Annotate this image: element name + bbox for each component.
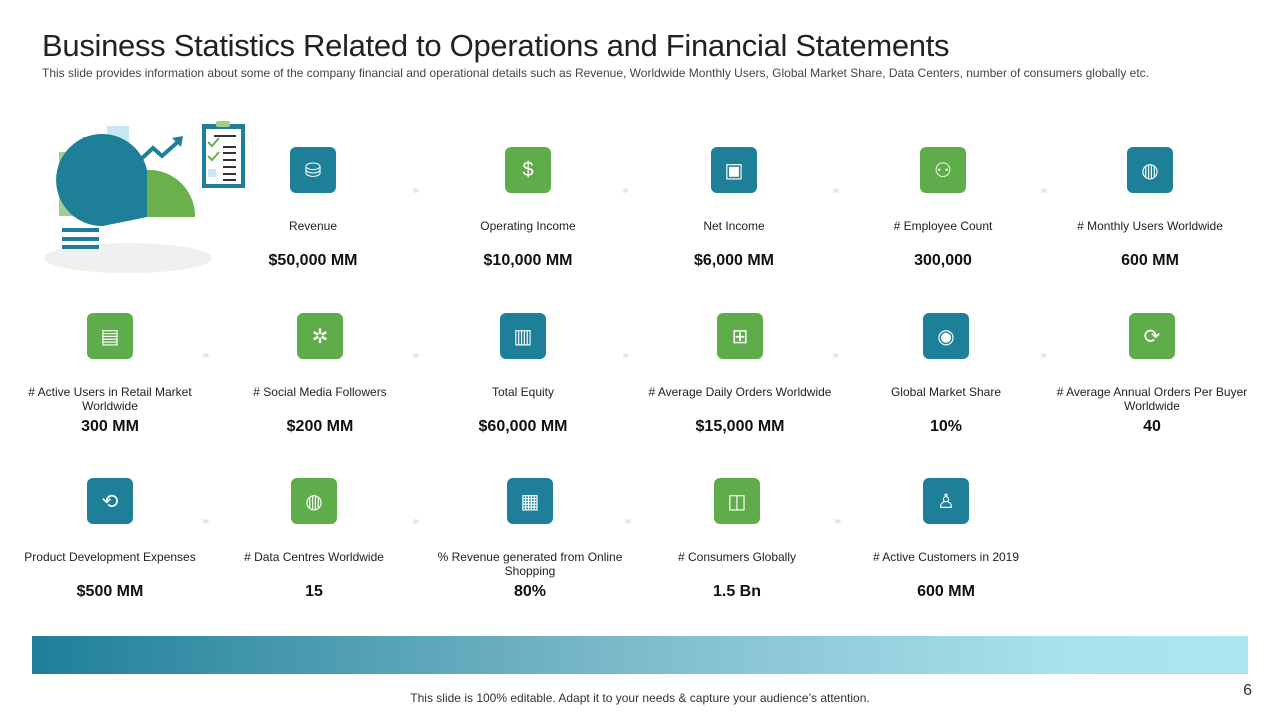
stat-label: # Average Daily Orders Worldwide: [648, 385, 832, 399]
people-icon: ⚇: [920, 147, 966, 193]
chevrons-icon: ››››: [412, 516, 419, 527]
chevrons-icon: ››››: [622, 350, 629, 361]
stat-value: 600 MM: [917, 583, 975, 600]
stat-value: 300 MM: [81, 418, 139, 435]
stat-label: % Revenue generated from Online Shopping: [437, 550, 623, 578]
network-icon: ✲: [297, 313, 343, 359]
stat-card: ⛁ Revenue $50,000 MM: [213, 147, 413, 270]
stat-label: # Employee Count: [893, 219, 993, 233]
stat-value: $500 MM: [76, 583, 144, 600]
globe-dollar-icon: ◉: [923, 313, 969, 359]
stat-value: $60,000 MM: [478, 418, 568, 435]
stat-card: ✲ # Social Media Followers $200 MM: [220, 313, 420, 436]
stat-value: 80%: [513, 583, 547, 600]
chevrons-icon: ››››: [832, 185, 839, 196]
stat-card: ⚇ # Employee Count 300,000: [843, 147, 1043, 270]
chevrons-icon: ››››: [1040, 185, 1047, 196]
chevrons-icon: ››››: [412, 350, 419, 361]
chevrons-icon: ››››: [412, 185, 419, 196]
stat-value: $10,000 MM: [483, 252, 573, 269]
chevrons-icon: ››››: [622, 185, 629, 196]
page-title: Business Statistics Related to Operation…: [42, 28, 950, 63]
chevrons-icon: ››››: [624, 516, 631, 527]
stat-value: $50,000 MM: [268, 252, 358, 269]
page-subtitle: This slide provides information about so…: [42, 66, 1149, 80]
product-cycle-icon: ⟲: [87, 478, 133, 524]
page-number: 6: [1243, 682, 1252, 699]
stat-value: $15,000 MM: [695, 418, 785, 435]
stat-card: ◍ # Data Centres Worldwide 15: [214, 478, 414, 601]
stat-card: ◍ # Monthly Users Worldwide 600 MM: [1050, 147, 1250, 270]
stat-label: Revenue: [288, 219, 338, 233]
stat-card: ◉ Global Market Share 10%: [846, 313, 1046, 436]
stat-label: Net Income: [703, 219, 765, 233]
customer-icon: ♙: [923, 478, 969, 524]
stat-card: ◫ # Consumers Globally 1.5 Bn: [637, 478, 837, 601]
business-illustration: [44, 121, 245, 273]
chevrons-icon: ››››: [1040, 350, 1047, 361]
money-hand-icon: $: [505, 147, 551, 193]
stat-label: # Active Users in Retail Market Worldwid…: [28, 385, 192, 413]
stat-label: Global Market Share: [890, 385, 1002, 399]
stat-value: 600 MM: [1121, 252, 1179, 269]
stat-card: ▥ Total Equity $60,000 MM: [423, 313, 623, 436]
stat-label: # Social Media Followers: [253, 385, 387, 399]
stat-card: ⟳ # Average Annual Orders Per Buyer World…: [1052, 313, 1252, 436]
browser-cart-icon: ▦: [507, 478, 553, 524]
cycle-icon: ⟳: [1129, 313, 1175, 359]
stat-label: Product Development Expenses: [24, 550, 196, 564]
stat-value: $200 MM: [286, 418, 354, 435]
stat-label: # Monthly Users Worldwide: [1077, 219, 1223, 233]
gradient-banner: [32, 636, 1248, 674]
wallet-icon: ▣: [711, 147, 757, 193]
stat-value: 300,000: [914, 252, 972, 269]
data-centre-icon: ◍: [291, 478, 337, 524]
stat-value: 1.5 Bn: [712, 583, 761, 600]
stat-card: ⟲ Product Development Expenses $500 MM: [10, 478, 210, 601]
stat-value: 10%: [929, 418, 963, 435]
stat-card: ▦ % Revenue generated from Online Shoppin…: [430, 478, 630, 601]
chevrons-icon: ››››: [202, 516, 209, 527]
stat-label: # Consumers Globally: [677, 550, 797, 564]
stat-card: ⊞ # Average Daily Orders Worldwide $15,000…: [640, 313, 840, 436]
chart-icon: ▥: [500, 313, 546, 359]
stat-label: # Active Customers in 2019: [872, 550, 1020, 564]
chevrons-icon: ››››: [832, 350, 839, 361]
footer-note: This slide is 100% editable. Adapt it to…: [410, 691, 870, 705]
stat-value: $6,000 MM: [693, 252, 775, 269]
stat-label: Operating Income: [480, 219, 576, 233]
stat-value: 15: [305, 583, 323, 600]
stat-label: # Data Centres Worldwide: [244, 550, 384, 564]
stat-card: ▤ # Active Users in Retail Market Worldwi…: [10, 313, 210, 436]
retail-icon: ▤: [87, 313, 133, 359]
stat-card: ♙ # Active Customers in 2019 600 MM: [846, 478, 1046, 601]
stat-label: # Average Annual Orders Per Buyer Worldw…: [1056, 385, 1248, 413]
shopping-bag-icon: ◫: [714, 478, 760, 524]
chevrons-icon: ››››: [834, 516, 841, 527]
stat-card: ▣ Net Income $6,000 MM: [634, 147, 834, 270]
stat-value: 40: [1143, 418, 1161, 435]
globe-icon: ◍: [1127, 147, 1173, 193]
coins-icon: ⛁: [290, 147, 336, 193]
chevrons-icon: ››››: [202, 350, 209, 361]
stat-card: $ Operating Income $10,000 MM: [428, 147, 628, 270]
basket-icon: ⊞: [717, 313, 763, 359]
stat-label: Total Equity: [491, 385, 555, 399]
